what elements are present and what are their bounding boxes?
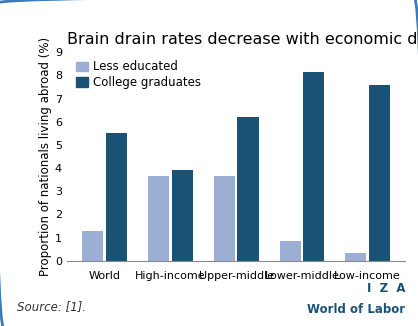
Text: I  Z  A: I Z A	[367, 282, 405, 295]
Text: World of Labor: World of Labor	[307, 303, 405, 316]
Bar	[237, 117, 258, 261]
Y-axis label: Proportion of nationals living abroad (%): Proportion of nationals living abroad (%…	[39, 37, 52, 276]
Bar	[369, 85, 390, 261]
Bar	[303, 72, 324, 261]
Bar	[172, 170, 193, 261]
Bar	[345, 253, 367, 261]
Text: Source: [1].: Source: [1].	[17, 300, 86, 313]
Legend: Less educated, College graduates: Less educated, College graduates	[76, 60, 201, 89]
Text: Brain drain rates decrease with economic development: Brain drain rates decrease with economic…	[67, 32, 418, 47]
Bar	[148, 176, 169, 261]
Bar	[82, 231, 103, 261]
Bar	[214, 176, 235, 261]
Bar	[280, 241, 301, 261]
Bar	[106, 133, 127, 261]
